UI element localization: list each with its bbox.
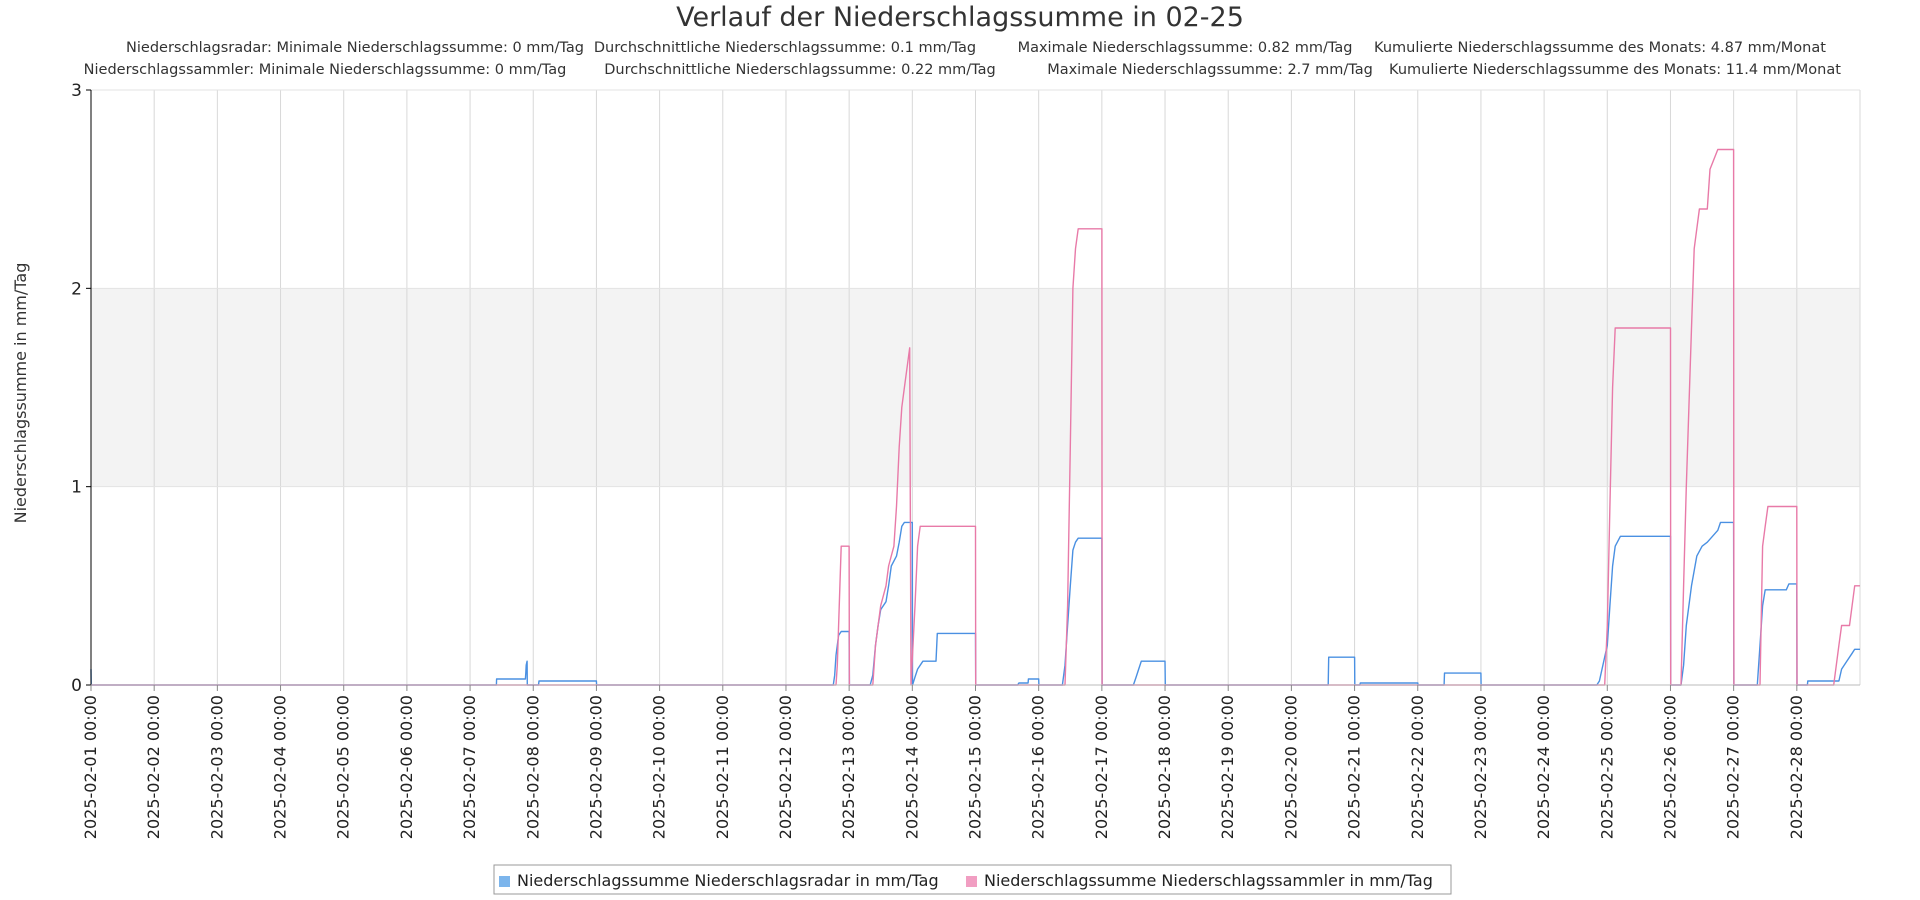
x-tick-label: 2025-02-03 00:00 — [207, 695, 226, 839]
axes: 0 1 2 3 2025-02-01 00:00 2025-02-02 00:00 2025… — [71, 81, 1860, 839]
x-tick-label: 2025-02-01 00:00 — [81, 695, 100, 839]
x-tick-label: 2025-02-05 00:00 — [334, 695, 353, 839]
x-tick-label: 2025-02-17 00:00 — [1092, 695, 1111, 839]
x-tick-label: 2025-02-24 00:00 — [1534, 695, 1553, 839]
collector-stat-avg: Durchschnittliche Niederschlagssumme: 0.… — [604, 62, 995, 78]
collector-stat-max: Maximale Niederschlagssumme: 2.7 mm/Tag — [1047, 62, 1373, 78]
x-tick-label: 2025-02-10 00:00 — [650, 695, 669, 839]
legend-swatch-radar — [499, 876, 510, 887]
x-tick-label: 2025-02-25 00:00 — [1597, 695, 1616, 839]
radar-stat-min: Niederschlagsradar: Minimale Niederschla… — [126, 40, 584, 56]
radar-stat-max: Maximale Niederschlagssumme: 0.82 mm/Tag — [1018, 40, 1353, 56]
y-tick-label: 2 — [71, 279, 82, 299]
x-tick-label: 2025-02-21 00:00 — [1345, 695, 1364, 839]
x-tick-label: 2025-02-27 00:00 — [1724, 695, 1743, 839]
x-tick-label: 2025-02-15 00:00 — [966, 695, 985, 839]
radar-stat-cumulative: Kumulierte Niederschlagssumme des Monats… — [1374, 40, 1826, 56]
collector-stat-min: Niederschlagssammler: Minimale Niedersch… — [84, 62, 567, 78]
x-tick-label: 2025-02-11 00:00 — [713, 695, 732, 839]
x-tick-label: 2025-02-13 00:00 — [839, 695, 858, 839]
y-tick-label: 1 — [71, 478, 82, 498]
radar-stat-avg: Durchschnittliche Niederschlagssumme: 0.… — [594, 40, 976, 56]
series-line-radar — [90, 521, 1860, 686]
chart-title: Verlauf der Niederschlagssumme in 02-25 — [676, 2, 1244, 33]
legend-label-radar: Niederschlagssumme Niederschlagsradar in… — [517, 871, 939, 890]
collector-stat-cumulative: Kumulierte Niederschlagssumme des Monats… — [1389, 62, 1841, 78]
x-tick-label: 2025-02-09 00:00 — [586, 695, 605, 839]
x-tick-label: 2025-02-23 00:00 — [1471, 695, 1490, 839]
legend-label-collector: Niederschlagssumme Niederschlagssammler … — [984, 871, 1433, 890]
legend-box — [493, 864, 1452, 895]
x-tick-label: 2025-02-26 00:00 — [1660, 695, 1679, 839]
x-tick-label: 2025-02-14 00:00 — [902, 695, 921, 839]
x-tick-label: 2025-02-06 00:00 — [397, 695, 416, 839]
x-tick-label: 2025-02-08 00:00 — [523, 695, 542, 839]
x-tick-label: 2025-02-07 00:00 — [460, 695, 479, 839]
y-axis-label: Niederschlagssumme in mm/Tag — [11, 263, 30, 524]
x-tick-label: 2025-02-04 00:00 — [271, 695, 290, 839]
x-tick-label: 2025-02-02 00:00 — [144, 695, 163, 839]
x-tick-label: 2025-02-16 00:00 — [1029, 695, 1048, 839]
y-tick-label: 0 — [71, 676, 82, 696]
x-tick-label: 2025-02-19 00:00 — [1218, 695, 1237, 839]
x-tick-label: 2025-02-20 00:00 — [1281, 695, 1300, 839]
y-tick-label: 3 — [71, 81, 82, 101]
legend: Niederschlagssumme Niederschlagsradar in… — [493, 864, 1452, 895]
x-tick-label: 2025-02-18 00:00 — [1155, 695, 1174, 839]
legend-swatch-collector — [966, 876, 977, 887]
x-tick-label: 2025-02-28 00:00 — [1787, 695, 1806, 839]
x-tick-label: 2025-02-22 00:00 — [1408, 695, 1427, 839]
x-tick-label: 2025-02-12 00:00 — [776, 695, 795, 839]
